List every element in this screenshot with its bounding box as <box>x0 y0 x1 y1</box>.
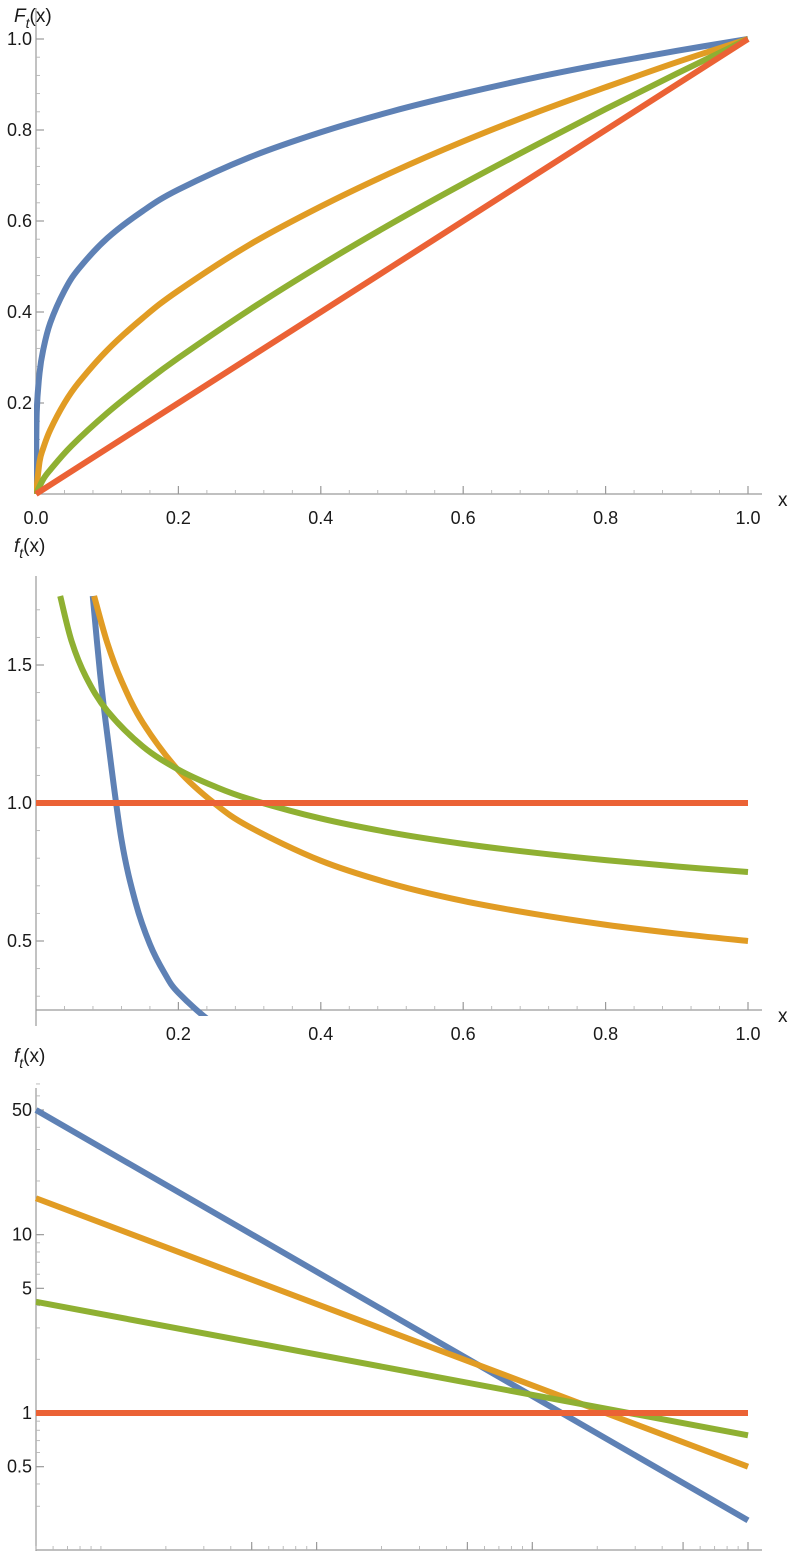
series-line-green <box>34 36 750 496</box>
x-tick-label: 1.0 <box>735 508 760 528</box>
x-tick-label: 1.0 <box>735 1024 760 1044</box>
y-tick-label: 1.0 <box>7 793 32 813</box>
cdf-panel: 0.0 0.2 0.4 0.6 0.8 1.0 0.2 0.4 0.6 0.8 1.0 x Ft(x) <box>7 6 788 528</box>
y-axis-label: ft(x) <box>14 1046 45 1071</box>
x-axis-label: x <box>778 1006 788 1027</box>
y-tick-label: 10 <box>12 1225 32 1245</box>
y-axis-label: ft(x) <box>14 536 45 561</box>
pdf-loglog-panel: 0.0050.0100.0500.1000.50010.5151050xft(x… <box>7 1046 788 1551</box>
x-tick-label: 0.6 <box>451 508 476 528</box>
x-tick-label: 0.2 <box>166 508 191 528</box>
series-group <box>34 1107 750 1523</box>
y-axis-label: Ft(x) <box>14 6 52 31</box>
x-tick-label: 0.0 <box>23 508 48 528</box>
x-tick-label: 0.8 <box>593 1024 618 1044</box>
series-line-blue <box>34 36 749 495</box>
y-tick-label: 1.5 <box>7 655 32 675</box>
series-line-blue <box>89 595 209 1016</box>
x-tick-label: 0.4 <box>308 1024 333 1044</box>
x-tick-label: 0.4 <box>308 508 333 528</box>
y-tick-label: 5 <box>22 1278 32 1298</box>
y-tick-label: 1.0 <box>7 29 32 49</box>
series-line-orange <box>34 1195 750 1470</box>
x-axis-label: x <box>778 490 788 511</box>
series-line-orange <box>34 36 749 495</box>
y-tick-label: 1 <box>22 1403 32 1423</box>
y-tick-label: 0.2 <box>7 393 32 413</box>
series-group <box>36 595 749 1016</box>
x-tick-label: 0.2 <box>166 1024 191 1044</box>
x-tick-label: 0.8 <box>593 508 618 528</box>
y-tick-label: 0.6 <box>7 211 32 231</box>
y-tick-label: 50 <box>12 1100 32 1120</box>
series-line-green <box>57 595 749 875</box>
series-line-orange <box>91 595 749 944</box>
y-tick-label: 0.8 <box>7 120 32 140</box>
series-line-red <box>34 36 750 497</box>
pdf-linear-panel: 0.2 0.4 0.6 0.8 1.0 0.5 1.0 1.5 x ft(x) <box>7 536 788 1044</box>
series-group <box>34 36 750 497</box>
series-line-green <box>35 1298 749 1439</box>
y-tick-label: 0.5 <box>7 931 32 951</box>
x-tick-label: 0.6 <box>451 1024 476 1044</box>
x-axis-label: x <box>778 1546 788 1551</box>
y-tick-label: 0.4 <box>7 302 32 322</box>
series-line-blue <box>34 1107 750 1523</box>
y-tick-label: 0.5 <box>7 1457 32 1477</box>
